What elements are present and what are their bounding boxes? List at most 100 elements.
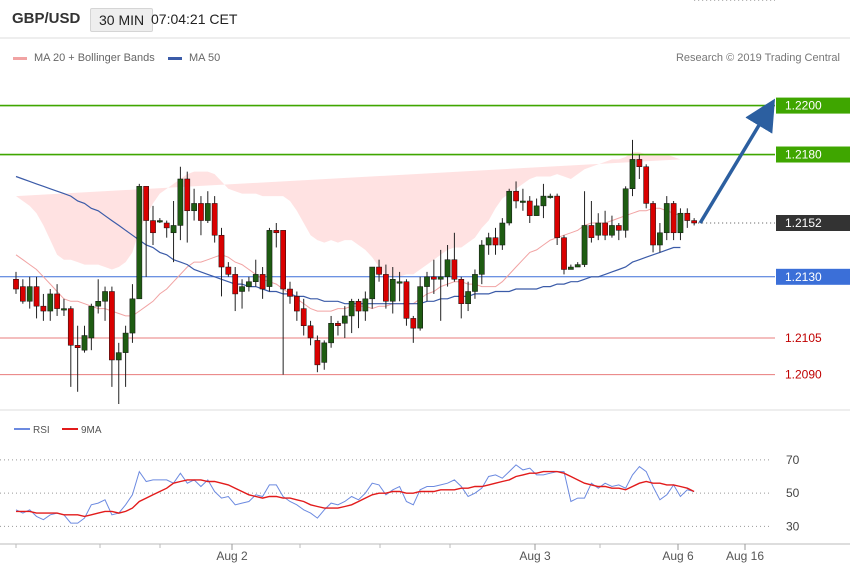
timeframe-button[interactable]: 30 MIN <box>90 8 154 32</box>
candle-body <box>321 342 328 363</box>
candle <box>362 291 369 321</box>
candle <box>636 154 643 179</box>
candle <box>177 166 184 241</box>
candle <box>554 193 560 246</box>
rsi-ma-line <box>16 470 695 518</box>
level-label: 1.2090 <box>785 368 822 382</box>
level-label: 1.2105 <box>785 331 822 345</box>
candle <box>300 298 307 336</box>
candle <box>478 240 485 285</box>
candle-body <box>115 352 122 361</box>
candle <box>81 325 88 353</box>
rsi-tick-label: 30 <box>786 519 800 533</box>
candle-body <box>513 190 519 202</box>
candle-body <box>211 203 218 236</box>
candle-body <box>677 212 684 234</box>
bb-swatch <box>13 56 27 60</box>
candle-body <box>40 305 47 312</box>
candle-body <box>403 281 410 319</box>
candle-body <box>33 286 40 307</box>
level-label-box <box>776 215 850 231</box>
rsi-legend-label: RSI <box>33 425 50 436</box>
candle <box>252 259 259 287</box>
candle <box>602 210 608 241</box>
candle-body <box>506 190 513 224</box>
candle-body <box>691 220 697 224</box>
candle-body <box>300 308 307 326</box>
candle <box>389 267 396 314</box>
candle <box>61 298 67 316</box>
candle-body <box>478 244 485 275</box>
candle-body <box>376 266 382 275</box>
candle-body <box>554 195 560 238</box>
candle <box>26 276 33 309</box>
candle <box>341 306 348 338</box>
candle-body <box>246 281 252 287</box>
candle <box>520 188 526 211</box>
x-tick-label: Aug 2 <box>216 549 248 563</box>
candle-body <box>184 178 191 212</box>
candle-body <box>74 345 81 348</box>
candle-body <box>362 298 369 312</box>
candle-body <box>396 281 403 284</box>
x-axis: Aug 2 Aug 3 Aug 6 Aug 16 <box>0 543 850 563</box>
candle-body <box>143 186 150 221</box>
candle-body <box>204 203 211 221</box>
candle <box>20 279 26 304</box>
candle <box>95 279 102 314</box>
candle <box>170 200 177 263</box>
legend-bb-label: MA 20 + Bollinger Bands <box>34 52 155 64</box>
bollinger-band-area <box>16 152 681 277</box>
candle <box>136 183 143 300</box>
rsi-ma-legend-label: 9MA <box>81 425 102 436</box>
candles <box>13 139 697 404</box>
candle-body <box>609 225 615 236</box>
candle-body <box>287 288 293 297</box>
level-lines <box>0 0 775 376</box>
candle-body <box>383 274 389 302</box>
level-label-box <box>776 329 850 346</box>
candle-body <box>417 286 423 329</box>
candle-body <box>389 279 396 302</box>
candle-body <box>526 200 533 216</box>
candle-body <box>150 220 156 234</box>
candle <box>225 262 232 277</box>
candle <box>588 200 595 243</box>
candle <box>321 340 328 370</box>
candle <box>396 271 403 302</box>
legend-ma50-label: MA 50 <box>189 52 221 64</box>
candle <box>643 164 650 209</box>
level-label-box <box>776 97 850 114</box>
candle-body <box>341 315 348 324</box>
candle <box>287 281 293 304</box>
candle <box>629 139 636 197</box>
candle-body <box>499 222 506 246</box>
candle <box>13 271 19 294</box>
candle <box>547 193 554 199</box>
candle <box>369 266 376 309</box>
candle <box>533 198 540 216</box>
level-label-box <box>776 366 850 383</box>
candle <box>198 196 204 236</box>
ma20-line <box>15 207 681 317</box>
candle <box>40 293 47 321</box>
candle-body <box>266 230 273 287</box>
candle-body <box>684 212 691 221</box>
candle <box>328 315 334 348</box>
candle-body <box>492 237 499 246</box>
copyright-label: Research © 2019 Trading Central <box>675 52 840 64</box>
candle <box>102 286 108 321</box>
candle <box>561 235 567 275</box>
symbol-label: GBP/USD <box>12 10 81 27</box>
candle-body <box>472 274 478 292</box>
candle-body <box>643 166 650 204</box>
candle-body <box>218 234 225 268</box>
candle-body <box>20 286 26 302</box>
candle-body <box>533 205 540 216</box>
candle-body <box>540 195 547 207</box>
candle-body <box>294 296 300 312</box>
rsi-panel: RSI 9MA 70 50 30 <box>0 425 800 533</box>
candle <box>492 227 499 255</box>
ma50-line <box>15 175 681 305</box>
